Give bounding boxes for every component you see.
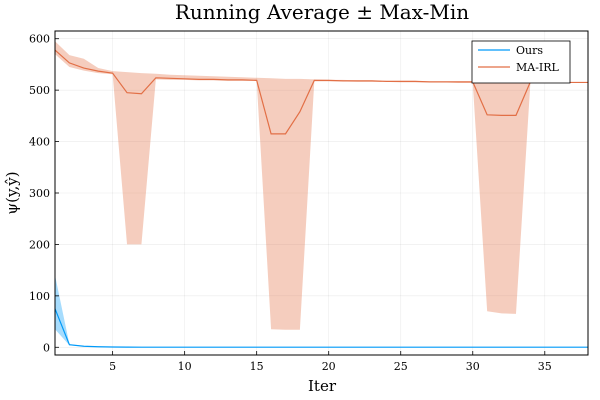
y-tick-label: 300 xyxy=(29,187,50,200)
line-layer xyxy=(54,49,588,348)
x-tick-label: 15 xyxy=(250,360,264,373)
chart-title: Running Average ± Max-Min xyxy=(175,0,469,24)
x-tick-label: 25 xyxy=(394,360,408,373)
legend-box xyxy=(471,40,571,84)
band-layer xyxy=(55,41,588,348)
series-line-ours xyxy=(54,308,588,348)
series-line-ma-irl xyxy=(54,49,588,135)
y-tick-label: 500 xyxy=(29,84,50,97)
x-ticks: 5 10 15 20 25 30 35 xyxy=(109,351,552,373)
y-axis-label: ψ(y,ŷ) xyxy=(3,171,21,214)
y-tick-label: 600 xyxy=(29,33,50,46)
x-tick-label: 35 xyxy=(538,360,552,373)
x-tick-label: 5 xyxy=(109,360,116,373)
legend-label: MA-IRL xyxy=(516,61,560,74)
legend: Ours MA-IRL xyxy=(471,40,571,84)
y-tick-label: 0 xyxy=(43,341,50,354)
y-tick-label: 100 xyxy=(29,290,50,303)
x-tick-label: 30 xyxy=(466,360,480,373)
band-ma-irl xyxy=(55,41,588,330)
y-tick-label: 400 xyxy=(29,136,50,149)
legend-label: Ours xyxy=(516,44,543,57)
x-tick-label: 10 xyxy=(178,360,192,373)
y-ticks: 0 100 200 300 400 500 600 xyxy=(29,33,59,354)
x-tick-label: 20 xyxy=(322,360,336,373)
grid-layer xyxy=(55,31,588,355)
x-axis-label: Iter xyxy=(308,377,337,395)
y-tick-label: 200 xyxy=(29,238,50,251)
